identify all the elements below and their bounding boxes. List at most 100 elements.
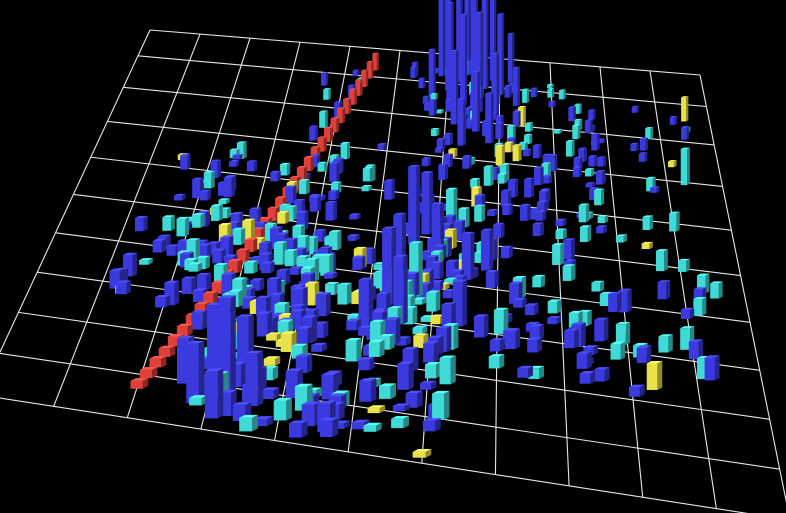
- bar-254: [347, 234, 360, 241]
- bar-373: [547, 299, 562, 314]
- bar-360: [323, 271, 338, 279]
- grid-line-u-8: [549, 62, 570, 486]
- bar-138: [585, 182, 596, 188]
- bar-225: [349, 213, 361, 220]
- bar-555: [378, 383, 396, 399]
- bar-55: [323, 88, 331, 100]
- bar-542: [263, 356, 281, 366]
- bar-176: [361, 184, 372, 192]
- bar-7: [372, 52, 379, 71]
- bar-131: [443, 153, 453, 168]
- bar-132: [541, 162, 551, 179]
- bar-110: [436, 137, 446, 150]
- bar-215: [223, 175, 235, 198]
- bar-20: [547, 88, 555, 98]
- bar-29: [361, 69, 369, 88]
- bar-40: [430, 93, 438, 100]
- bar-219: [458, 207, 470, 228]
- bar-155: [470, 177, 481, 188]
- bar-415: [376, 291, 391, 312]
- bar-425: [452, 279, 468, 327]
- bar-169: [279, 162, 291, 176]
- bar-152: [232, 153, 243, 160]
- bar-22: [530, 87, 538, 98]
- bar-518: [423, 341, 439, 363]
- bar-137: [340, 142, 351, 160]
- bar-111: [597, 156, 607, 167]
- bar-146: [483, 165, 494, 186]
- bar-107: [578, 147, 587, 163]
- bar-248: [296, 210, 309, 231]
- bar-159: [594, 188, 605, 206]
- bar-184: [597, 215, 609, 224]
- bar-517: [191, 309, 208, 330]
- bar-97: [638, 152, 648, 162]
- bar-468: [412, 325, 428, 335]
- bar-116: [309, 125, 319, 141]
- bar-125: [584, 168, 595, 177]
- bar-115: [512, 144, 522, 162]
- bar-122: [495, 144, 505, 166]
- bar-275: [696, 273, 710, 294]
- bar-310: [532, 274, 546, 288]
- grid-line-u-9: [599, 66, 644, 498]
- grid-line-u-1: [53, 33, 201, 407]
- bar-195: [535, 210, 547, 221]
- grid-line-v-8: [123, 86, 715, 146]
- bar-91: [591, 133, 600, 151]
- bar-602: [254, 416, 273, 427]
- bar-474: [527, 337, 543, 353]
- bar-538: [424, 362, 442, 379]
- bar-190: [642, 215, 654, 230]
- bar-233: [325, 200, 338, 221]
- bar-362: [289, 266, 303, 275]
- bar-379: [228, 258, 242, 273]
- bar-253: [552, 243, 565, 265]
- bar-543: [419, 380, 437, 390]
- bar-96: [319, 110, 328, 128]
- bar-78: [450, 49, 459, 125]
- bar-393: [412, 297, 427, 305]
- bar-145: [438, 163, 449, 180]
- bar-46: [422, 95, 431, 104]
- bar-509: [594, 367, 610, 382]
- bar-482: [489, 338, 505, 352]
- bar-185: [669, 211, 680, 232]
- bar-502: [313, 321, 329, 339]
- bar-604: [288, 420, 308, 438]
- bar-299: [393, 212, 406, 266]
- bar-102: [330, 117, 340, 133]
- bar-139: [542, 174, 553, 184]
- bar-461: [636, 345, 652, 363]
- bar-75: [554, 128, 563, 134]
- bar-247: [218, 207, 231, 219]
- bar-103: [457, 97, 467, 146]
- bar-128: [317, 136, 327, 152]
- bar-588: [391, 416, 409, 429]
- bar-535: [402, 346, 419, 372]
- bar-156: [317, 161, 328, 172]
- bar-431: [441, 302, 456, 327]
- bar-21: [558, 89, 566, 100]
- bar-134: [421, 157, 432, 167]
- bar-346: [618, 288, 632, 313]
- bar-290: [242, 218, 255, 243]
- bar-314: [244, 237, 258, 253]
- bar-173: [296, 165, 308, 182]
- bar-590: [186, 340, 205, 404]
- bar-526: [517, 365, 534, 378]
- bar-191: [502, 203, 513, 216]
- bar-493: [576, 351, 592, 369]
- bar-414: [122, 252, 138, 277]
- bar-44: [459, 13, 468, 106]
- bar-465: [203, 291, 218, 305]
- bar-472: [505, 328, 521, 349]
- bar-323: [352, 255, 366, 270]
- bar-199: [298, 179, 310, 195]
- bar-586: [130, 378, 149, 389]
- bar-52: [568, 106, 576, 122]
- bar-38: [681, 96, 689, 122]
- bar-244: [277, 210, 290, 224]
- bar-174: [180, 153, 191, 170]
- bar-34: [321, 72, 329, 86]
